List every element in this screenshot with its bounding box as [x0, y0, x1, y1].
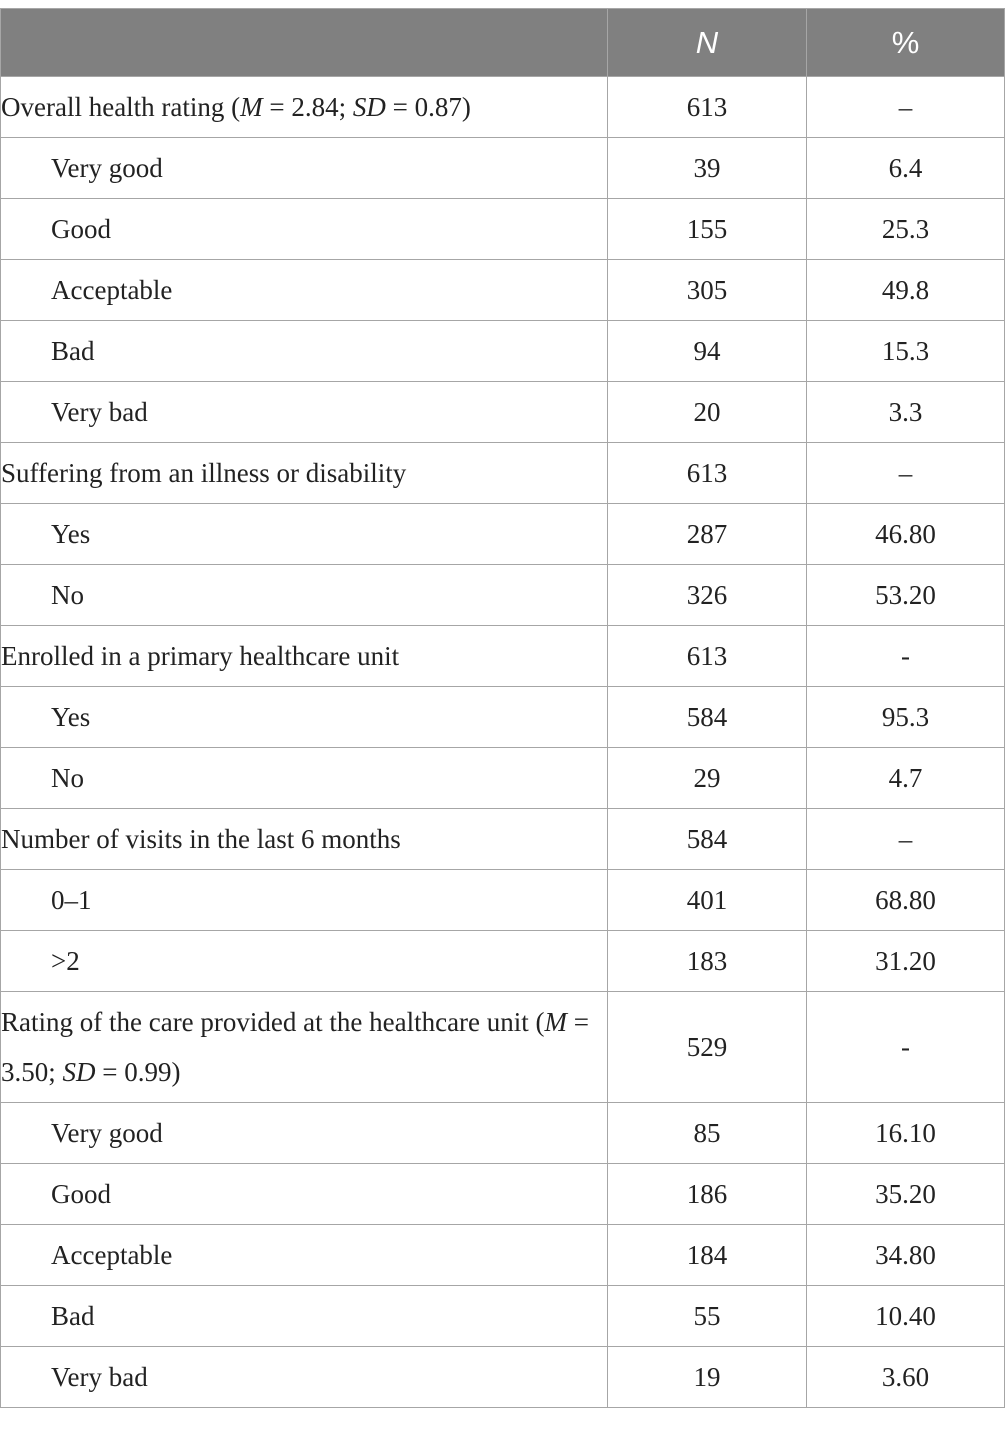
- row-label: Acceptable: [0, 1224, 608, 1286]
- cell-n: 529: [607, 991, 807, 1103]
- table-row: Overall health rating (M = 2.84; SD = 0.…: [0, 76, 1005, 138]
- cell-percent: 49.8: [806, 259, 1005, 321]
- cell-n: 20: [607, 381, 807, 443]
- table-row: Good 155 25.3: [0, 198, 1005, 260]
- row-label: No: [0, 747, 608, 809]
- cell-percent: 95.3: [806, 686, 1005, 748]
- table-row: No 29 4.7: [0, 747, 1005, 809]
- row-label: Very bad: [0, 381, 608, 443]
- row-label: >2: [0, 930, 608, 992]
- cell-n: 613: [607, 76, 807, 138]
- table-row: Acceptable 305 49.8: [0, 259, 1005, 321]
- cell-percent: 16.10: [806, 1102, 1005, 1164]
- cell-percent: 46.80: [806, 503, 1005, 565]
- cell-n: 155: [607, 198, 807, 260]
- table-row: Very bad 19 3.60: [0, 1346, 1005, 1408]
- cell-percent: 3.3: [806, 381, 1005, 443]
- table-row: >2 183 31.20: [0, 930, 1005, 992]
- header-n: N: [607, 8, 807, 77]
- header-row: N %: [0, 8, 1005, 77]
- cell-n: 184: [607, 1224, 807, 1286]
- cell-n: 39: [607, 137, 807, 199]
- row-label: 0–1: [0, 869, 608, 931]
- cell-n: 186: [607, 1163, 807, 1225]
- cell-percent: 34.80: [806, 1224, 1005, 1286]
- header-label: [0, 8, 608, 77]
- cell-percent: 4.7: [806, 747, 1005, 809]
- cell-n: 55: [607, 1285, 807, 1347]
- health-table: N % Overall health rating (M = 2.84; SD …: [0, 8, 1005, 1408]
- table-row: Rating of the care provided at the healt…: [0, 991, 1005, 1103]
- table-row: Bad 55 10.40: [0, 1285, 1005, 1347]
- table-row: Very good 85 16.10: [0, 1102, 1005, 1164]
- table-row: Number of visits in the last 6 months 58…: [0, 808, 1005, 870]
- row-label: Very good: [0, 137, 608, 199]
- cell-percent: –: [806, 442, 1005, 504]
- cell-percent: 6.4: [806, 137, 1005, 199]
- row-label: Good: [0, 198, 608, 260]
- row-label: Enrolled in a primary healthcare unit: [0, 625, 608, 687]
- cell-n: 287: [607, 503, 807, 565]
- cell-n: 584: [607, 686, 807, 748]
- row-label: Very bad: [0, 1346, 608, 1408]
- row-label: No: [0, 564, 608, 626]
- row-label: Suffering from an illness or disability: [0, 442, 608, 504]
- cell-n: 613: [607, 625, 807, 687]
- cell-n: 613: [607, 442, 807, 504]
- table-row: No 326 53.20: [0, 564, 1005, 626]
- cell-n: 305: [607, 259, 807, 321]
- cell-n: 19: [607, 1346, 807, 1408]
- cell-percent: 68.80: [806, 869, 1005, 931]
- cell-n: 94: [607, 320, 807, 382]
- row-label: Bad: [0, 320, 608, 382]
- row-label: Good: [0, 1163, 608, 1225]
- cell-n: 401: [607, 869, 807, 931]
- cell-percent: 35.20: [806, 1163, 1005, 1225]
- cell-percent: –: [806, 808, 1005, 870]
- cell-percent: -: [806, 625, 1005, 687]
- row-label: Very good: [0, 1102, 608, 1164]
- table-row: Very bad 20 3.3: [0, 381, 1005, 443]
- cell-n: 29: [607, 747, 807, 809]
- table-row: Acceptable 184 34.80: [0, 1224, 1005, 1286]
- row-label: Yes: [0, 503, 608, 565]
- cell-n: 85: [607, 1102, 807, 1164]
- table-row: 0–1 401 68.80: [0, 869, 1005, 931]
- row-label: Bad: [0, 1285, 608, 1347]
- cell-percent: –: [806, 76, 1005, 138]
- table-row: Yes 287 46.80: [0, 503, 1005, 565]
- table-row: Enrolled in a primary healthcare unit 61…: [0, 625, 1005, 687]
- cell-percent: 31.20: [806, 930, 1005, 992]
- table-row: Good 186 35.20: [0, 1163, 1005, 1225]
- row-label: Acceptable: [0, 259, 608, 321]
- cell-percent: 3.60: [806, 1346, 1005, 1408]
- cell-percent: 53.20: [806, 564, 1005, 626]
- table-row: Yes 584 95.3: [0, 686, 1005, 748]
- cell-percent: 15.3: [806, 320, 1005, 382]
- cell-percent: -: [806, 991, 1005, 1103]
- table-row: Very good 39 6.4: [0, 137, 1005, 199]
- cell-percent: 25.3: [806, 198, 1005, 260]
- row-label: Number of visits in the last 6 months: [0, 808, 608, 870]
- cell-n: 326: [607, 564, 807, 626]
- cell-percent: 10.40: [806, 1285, 1005, 1347]
- row-label: Yes: [0, 686, 608, 748]
- header-percent: %: [806, 8, 1005, 77]
- cell-n: 584: [607, 808, 807, 870]
- table-row: Bad 94 15.3: [0, 320, 1005, 382]
- table-row: Suffering from an illness or disability …: [0, 442, 1005, 504]
- cell-n: 183: [607, 930, 807, 992]
- row-label: Overall health rating (M = 2.84; SD = 0.…: [0, 76, 608, 138]
- row-label: Rating of the care provided at the healt…: [0, 991, 608, 1103]
